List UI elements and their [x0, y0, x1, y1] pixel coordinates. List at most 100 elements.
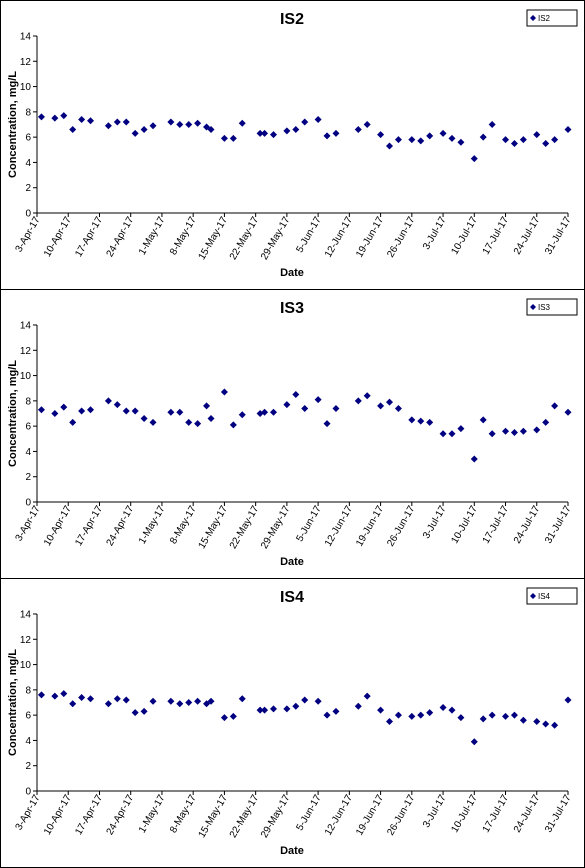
data-point — [69, 126, 77, 134]
y-tick-label: 6 — [25, 711, 31, 722]
data-point — [122, 407, 130, 415]
data-point — [323, 132, 331, 140]
data-point — [37, 113, 45, 121]
data-point — [502, 136, 510, 144]
data-point — [314, 697, 322, 705]
y-tick-label: 10 — [20, 371, 32, 382]
data-point — [457, 425, 465, 433]
data-point — [470, 738, 478, 746]
data-point — [448, 430, 456, 438]
data-point — [510, 428, 518, 436]
chart-title: IS2 — [280, 11, 304, 28]
legend-marker — [530, 304, 536, 310]
data-point — [314, 115, 322, 123]
data-point — [551, 721, 559, 729]
legend-label: IS4 — [538, 592, 551, 601]
data-point — [131, 709, 139, 717]
y-tick-label: 10 — [20, 660, 32, 671]
data-point — [417, 417, 425, 425]
data-point — [551, 402, 559, 410]
data-point — [354, 397, 362, 405]
y-tick-label: 12 — [20, 346, 32, 357]
data-point — [283, 705, 291, 713]
data-point — [439, 704, 447, 712]
data-point — [149, 697, 157, 705]
legend-label: IS3 — [538, 303, 551, 312]
data-point — [394, 404, 402, 412]
data-point — [131, 129, 139, 137]
data-point — [479, 416, 487, 424]
data-point — [131, 407, 139, 415]
data-point — [479, 715, 487, 723]
data-point — [238, 695, 246, 703]
data-point — [176, 408, 184, 416]
data-point — [292, 702, 300, 710]
y-tick-label: 14 — [20, 610, 32, 621]
data-point — [269, 705, 277, 713]
data-point — [140, 707, 148, 715]
data-point — [220, 714, 228, 722]
data-point — [185, 418, 193, 426]
data-point — [87, 117, 95, 125]
data-point — [261, 129, 269, 137]
data-point — [408, 416, 416, 424]
y-tick-label: 14 — [20, 321, 32, 332]
y-tick-label: 6 — [25, 133, 31, 144]
data-point — [104, 397, 112, 405]
data-point — [323, 711, 331, 719]
data-point — [78, 407, 86, 415]
data-point — [238, 411, 246, 419]
x-axis-label: Date — [280, 845, 304, 857]
data-point — [439, 129, 447, 137]
y-tick-label: 2 — [25, 472, 31, 483]
data-point — [564, 126, 572, 134]
y-axis-label: Concentration, mg/L — [7, 360, 19, 467]
y-tick-label: 8 — [25, 396, 31, 407]
data-point — [167, 118, 175, 126]
data-point — [113, 695, 121, 703]
data-point — [207, 415, 215, 423]
data-point — [377, 402, 385, 410]
data-point — [51, 410, 59, 417]
data-point — [394, 136, 402, 144]
data-point — [533, 717, 541, 725]
data-point — [238, 119, 246, 127]
data-point — [510, 139, 518, 147]
data-point — [113, 118, 121, 126]
data-point — [448, 706, 456, 714]
data-point — [332, 129, 340, 137]
data-point — [194, 697, 202, 705]
data-point — [229, 421, 237, 429]
legend-marker — [530, 15, 536, 21]
data-point — [426, 132, 434, 140]
data-point — [229, 712, 237, 720]
x-axis-label: Date — [280, 556, 304, 568]
data-point — [69, 418, 77, 426]
data-point — [510, 711, 518, 719]
y-tick-label: 14 — [20, 32, 32, 43]
data-point — [60, 690, 68, 698]
data-point — [149, 418, 157, 426]
data-point — [60, 112, 68, 120]
data-point — [363, 121, 371, 128]
y-tick-label: 0 — [25, 787, 31, 798]
data-point — [502, 427, 510, 435]
data-point — [542, 418, 550, 426]
data-point — [564, 408, 572, 416]
data-point — [354, 702, 362, 710]
data-point — [386, 398, 394, 406]
y-axis-label: Concentration, mg/L — [7, 71, 19, 178]
data-point — [363, 692, 371, 700]
data-point — [533, 131, 541, 139]
data-point — [207, 697, 215, 705]
data-point — [78, 693, 86, 701]
data-point — [167, 697, 175, 705]
y-tick-label: 8 — [25, 107, 31, 118]
data-point — [220, 388, 228, 396]
data-point — [377, 131, 385, 139]
data-point — [69, 700, 77, 708]
